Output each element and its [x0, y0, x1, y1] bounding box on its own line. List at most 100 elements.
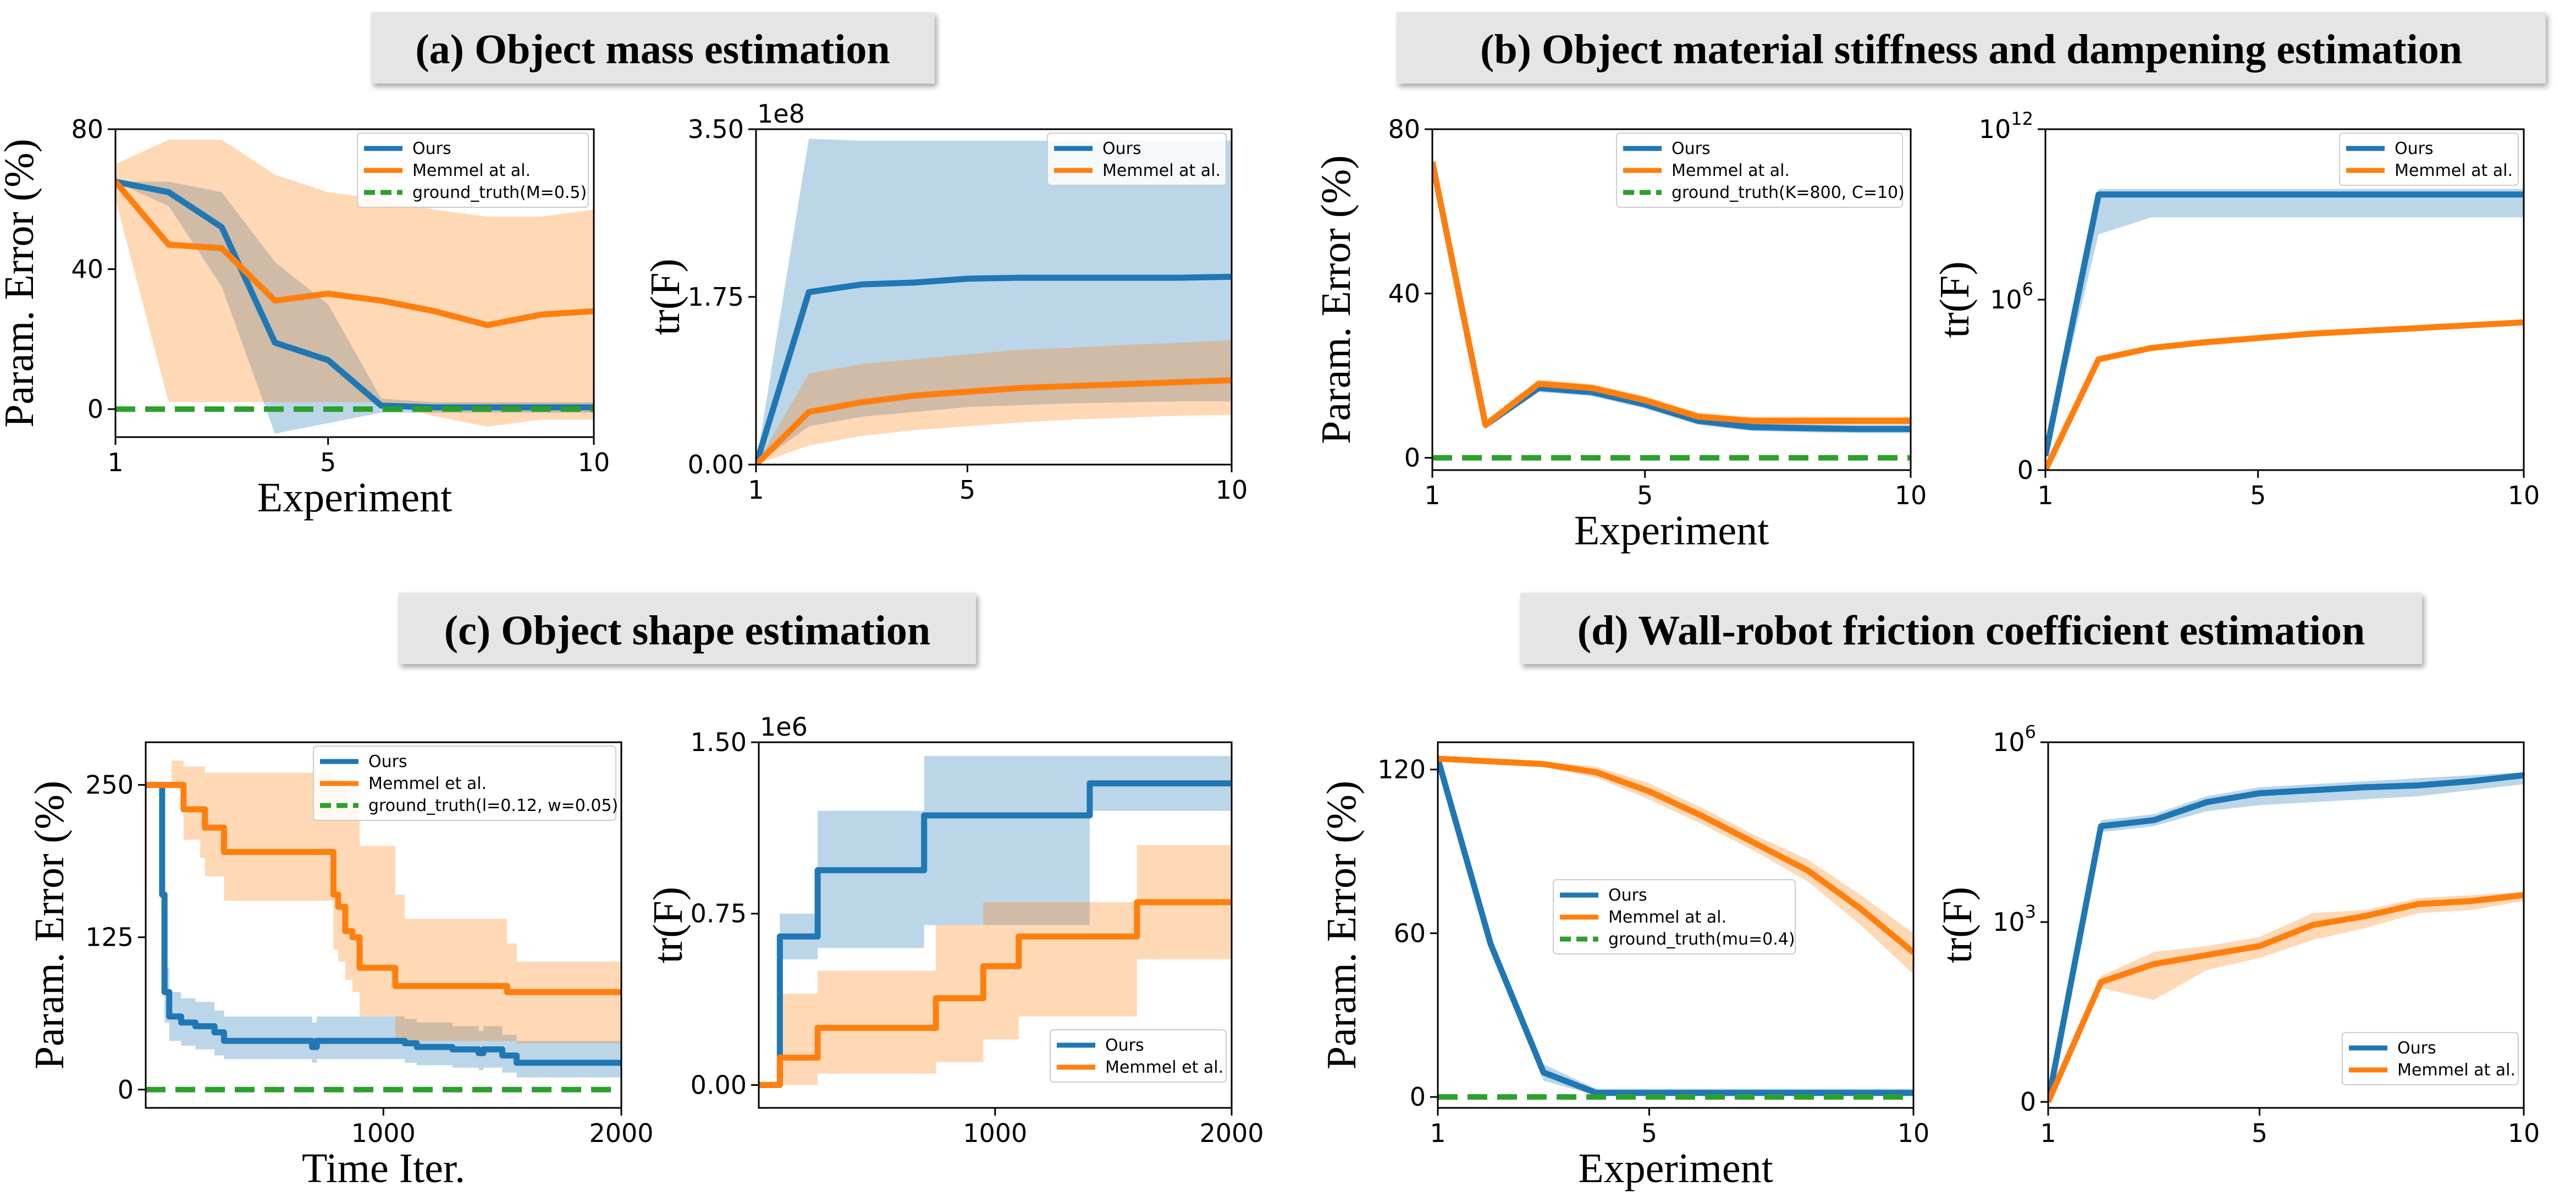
legend-label: Memmel at al. — [2395, 161, 2513, 180]
y-tick-label: 125 — [85, 923, 134, 952]
y-axis-label: tr(F) — [645, 887, 691, 963]
legend-label: Ours — [368, 752, 407, 771]
x-axis-label: Experiment — [257, 474, 453, 521]
series-line-memmel — [1438, 755, 1913, 955]
y-axis-label: Param. Error (%) — [1313, 155, 1359, 444]
series-line-memmel — [1432, 161, 1911, 428]
legend: Ours Memmel at al. ground_truth(mu=0.4) — [1553, 879, 1796, 954]
legend: Ours Memmel at al. ground_truth(K=800, C=1… — [1616, 133, 1905, 208]
section-title-a: (a) Object mass estimation — [371, 12, 935, 84]
legend: Ours Memmel at al. — [2339, 133, 2519, 186]
x-tick-label: 1 — [1424, 481, 1440, 510]
y-tick-label: 103 — [1993, 901, 2036, 937]
chart-b-trF: 1 5 10 0 106 1012 tr(F) Ours Memmel at al. — [1932, 108, 2540, 510]
band-memmel — [115, 140, 594, 427]
y-axis-label: Param. Error (%) — [0, 139, 42, 427]
legend-box — [1616, 133, 1903, 208]
band-ours — [115, 181, 594, 434]
legend-label: Memmel at al. — [2397, 1061, 2516, 1080]
axes-frame — [114, 128, 595, 438]
y-tick-label: 106 — [1993, 721, 2036, 757]
y-tick-label: 120 — [1377, 755, 1426, 785]
series-line-memmel — [2048, 892, 2524, 1103]
y-axis-label: tr(F) — [1932, 261, 1978, 338]
legend: Ours Memmel et al. ground_truth(l=0.12, w=… — [313, 746, 618, 821]
section-title-c: (c) Object shape estimation — [399, 593, 976, 664]
x-axis-label: Experiment — [1578, 1145, 1773, 1191]
legend-label: Ours — [412, 139, 451, 158]
chart-a-error: 1 5 10 0 40 80 Param. Error (%) Experiment Ours M… — [0, 114, 610, 521]
x-tick-label: 2000 — [589, 1118, 653, 1148]
x-tick-label: 1 — [748, 475, 764, 505]
y-axis-label: Param. Error (%) — [26, 781, 73, 1069]
x-tick-label: 5 — [2250, 481, 2266, 510]
y-tick-label: 0 — [1404, 443, 1420, 473]
plot-area — [759, 755, 1232, 1088]
plot-area — [1438, 755, 1913, 1100]
legend: Ours Memmel et al. — [1050, 1029, 1227, 1083]
legend-box — [1553, 879, 1796, 954]
band-ours — [2045, 189, 2524, 456]
legend-label: Ours — [1102, 139, 1141, 158]
legend-label: ground_truth(K=800, C=10) — [1672, 183, 1905, 202]
axes-frame — [1437, 741, 1915, 1109]
legend-label: Ours — [2395, 139, 2434, 158]
y-offset-label: 1e8 — [757, 99, 805, 129]
section-title-d-text: (d) Wall-robot friction coefficient esti… — [1577, 608, 2365, 654]
x-tick-label: 10 — [1216, 475, 1248, 505]
legend-label: Memmel at al. — [1608, 908, 1726, 927]
axes-frame — [1431, 128, 1912, 471]
plot-area — [2048, 772, 2524, 1103]
legend-label: Memmel et al. — [368, 774, 487, 793]
legend-label: Ours — [1608, 886, 1647, 905]
x-tick-label: 1 — [2040, 1118, 2056, 1148]
y-tick-label: 80 — [1388, 114, 1420, 144]
legend-label: ground_truth(M=0.5) — [412, 183, 587, 202]
section-title-d: (d) Wall-robot friction coefficient esti… — [1520, 593, 2422, 664]
y-axis-label: tr(F) — [642, 258, 688, 335]
x-tick-label: 5 — [2252, 1118, 2268, 1148]
axes-frame — [2047, 741, 2525, 1109]
x-axis-label: Experiment — [1574, 507, 1769, 554]
series-line-memmel — [146, 782, 621, 995]
y-tick-label: 0 — [2017, 455, 2033, 485]
series-line-memmel — [756, 377, 1232, 465]
y-tick-label: 40 — [71, 255, 103, 284]
y-tick-label: 106 — [1990, 279, 2033, 314]
y-tick-label: 0.75 — [691, 899, 747, 929]
section-title-a-text: (a) Object mass estimation — [415, 26, 890, 73]
y-tick-label: 1.50 — [691, 727, 747, 757]
x-tick-label: 1 — [107, 448, 123, 477]
series-line-ours — [1438, 758, 1913, 1096]
legend-label: Memmel at al. — [1102, 161, 1221, 180]
legend: Ours Memmel at al. — [1047, 133, 1227, 186]
x-tick-label: 10 — [1895, 481, 1927, 510]
y-tick-label: 1012 — [1979, 108, 2033, 144]
y-tick-label: 3.50 — [688, 114, 744, 144]
plot-area — [2045, 189, 2524, 470]
series-line-memmel — [2045, 319, 2524, 470]
y-tick-label: 80 — [71, 114, 103, 144]
y-axis-label: Param. Error (%) — [1319, 781, 1365, 1069]
x-tick-label: 5 — [320, 448, 336, 477]
legend-label: Ours — [1672, 139, 1711, 158]
band-memmel — [146, 760, 621, 1044]
x-tick-label: 5 — [1641, 1118, 1657, 1148]
chart-b-error: 1 5 10 0 40 80 Param. Error (%) Experiment Ours M… — [1313, 114, 1927, 554]
series-line-ours — [2045, 191, 2524, 457]
x-tick-label: 10 — [1897, 1118, 1930, 1148]
x-tick-label: 5 — [959, 475, 975, 505]
legend-label: Memmel at al. — [1672, 161, 1790, 180]
y-tick-label: 250 — [85, 770, 134, 800]
series-line-memmel — [115, 179, 594, 328]
x-tick-label: 1000 — [351, 1118, 416, 1148]
band-ours — [759, 755, 1232, 1085]
band-ours — [146, 785, 621, 1078]
series-line-ours — [756, 273, 1232, 465]
x-tick-label: 1000 — [963, 1118, 1027, 1148]
legend-label: ground_truth(l=0.12, w=0.05) — [368, 796, 618, 815]
y-tick-label: 1.75 — [688, 282, 744, 312]
legend-label: Ours — [1105, 1036, 1144, 1055]
legend-label: Ours — [2397, 1039, 2436, 1058]
